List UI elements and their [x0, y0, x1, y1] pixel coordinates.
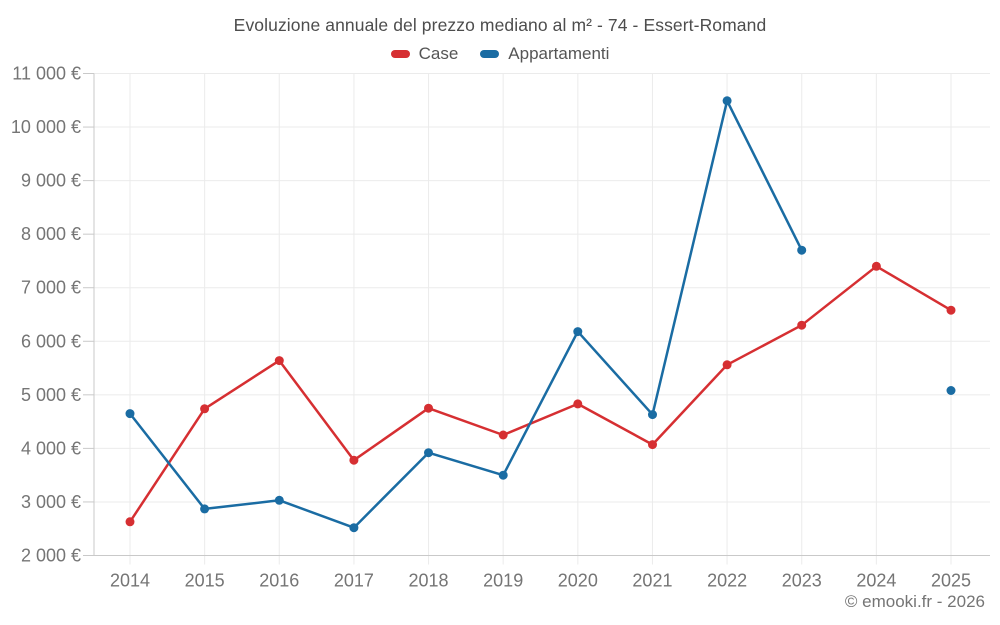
x-tick-label: 2020: [558, 571, 598, 591]
x-tick-label: 2022: [707, 571, 747, 591]
point-appartamenti-2014[interactable]: [125, 409, 135, 419]
x-tick-label: 2017: [334, 571, 374, 591]
point-appartamenti-2022[interactable]: [722, 96, 732, 106]
x-tick-label: 2025: [931, 571, 971, 591]
x-tick-label: 2016: [259, 571, 299, 591]
y-tick-label: 9 000 €: [21, 171, 81, 191]
point-case-2022[interactable]: [722, 360, 732, 370]
point-case-2017[interactable]: [349, 455, 359, 465]
y-tick-label: 7 000 €: [21, 278, 81, 298]
y-tick-label: 6 000 €: [21, 331, 81, 351]
chart-title: Evoluzione annuale del prezzo mediano al…: [233, 15, 767, 35]
copyright-credit: © emooki.fr - 2026: [844, 592, 985, 611]
x-tick-label: 2024: [856, 571, 896, 591]
y-tick-label: 2 000 €: [21, 546, 81, 566]
point-appartamenti-2021[interactable]: [648, 410, 657, 420]
appartamenti-series-swatch-icon: [480, 50, 500, 58]
point-case-2015[interactable]: [200, 404, 210, 414]
legend: Case Appartamenti: [0, 44, 1000, 64]
y-tick-label: 8 000 €: [21, 224, 81, 244]
x-tick-label: 2019: [483, 571, 523, 591]
point-appartamenti-2015[interactable]: [200, 504, 210, 514]
point-case-2023[interactable]: [797, 320, 807, 330]
legend-label-appartamenti: Appartamenti: [508, 44, 610, 63]
point-appartamenti-2017[interactable]: [349, 523, 359, 533]
point-case-2018[interactable]: [424, 403, 433, 413]
y-tick-label: 4 000 €: [21, 438, 81, 458]
legend-item-appartamenti[interactable]: Appartamenti: [480, 44, 609, 64]
point-case-2021[interactable]: [648, 440, 657, 450]
y-tick-label: 3 000 €: [21, 492, 81, 512]
line-appartamenti: [130, 101, 951, 528]
point-appartamenti-2018[interactable]: [424, 448, 433, 458]
point-appartamenti-2019[interactable]: [498, 470, 508, 480]
x-tick-label: 2018: [409, 571, 449, 591]
x-tick-label: 2023: [782, 571, 822, 591]
point-case-2014[interactable]: [125, 517, 135, 527]
legend-label-case: Case: [418, 44, 459, 63]
point-case-2016[interactable]: [274, 356, 284, 366]
case-series-swatch-icon: [390, 50, 410, 58]
y-tick-label: 5 000 €: [21, 385, 81, 405]
point-case-2019[interactable]: [498, 430, 508, 440]
point-case-2020[interactable]: [573, 399, 583, 409]
x-tick-label: 2015: [185, 571, 225, 591]
point-appartamenti-2020[interactable]: [573, 327, 583, 337]
point-case-2025[interactable]: [946, 305, 956, 315]
point-appartamenti-2016[interactable]: [274, 495, 284, 505]
y-tick-label: 11 000 €: [12, 64, 81, 84]
point-appartamenti-2023[interactable]: [797, 245, 807, 255]
x-tick-label: 2021: [632, 571, 672, 591]
y-tick-label: 10 000 €: [11, 117, 81, 137]
point-appartamenti-2025[interactable]: [946, 386, 956, 395]
legend-item-case[interactable]: Case: [390, 44, 459, 64]
line-case: [128, 265, 953, 524]
point-case-2024[interactable]: [871, 261, 881, 271]
x-tick-label: 2014: [110, 571, 150, 591]
